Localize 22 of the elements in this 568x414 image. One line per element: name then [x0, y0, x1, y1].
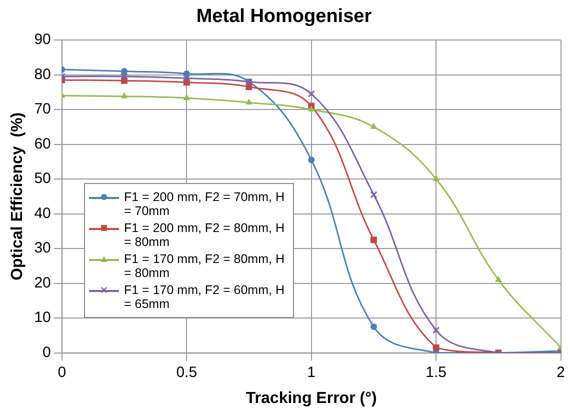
x-tick-label: 2 [556, 364, 565, 381]
y-tick-label: 90 [34, 31, 51, 48]
y-tick-label: 40 [34, 204, 51, 222]
y-tick-label: 60 [34, 135, 51, 152]
x-tick-label: 1 [307, 364, 316, 381]
legend-label: F1 = 200 mm, F2 = 80mm, H = 80mm [124, 221, 286, 249]
x-tick-label: 0 [58, 364, 66, 381]
x-tick-label: 1.5 [426, 364, 447, 381]
y-tick-label: 0 [42, 344, 51, 361]
x-axis-title: Tracking Error (°) [246, 390, 377, 407]
y-tick-label: 50 [34, 170, 51, 188]
y-tick-label: 70 [34, 100, 51, 118]
y-tick-label: 30 [34, 240, 51, 257]
y-tick-label: 80 [34, 66, 51, 83]
x-tick-label: 0.5 [176, 364, 198, 381]
y-axis-title: Optical Efficiency (%) [9, 112, 26, 280]
legend-label: F1 = 200 mm, F2 = 70mm, H = 70mm [124, 190, 286, 218]
legend-label: F1 = 170 mm, F2 = 80mm, H = 80mm [124, 252, 286, 280]
y-tick-label: 20 [34, 274, 51, 292]
y-tick-label: 10 [34, 309, 51, 326]
legend-label: F1 = 170 mm, F2 = 60mm, H = 65mm [124, 283, 286, 311]
chart-title: Metal Homogeniser [195, 6, 373, 28]
